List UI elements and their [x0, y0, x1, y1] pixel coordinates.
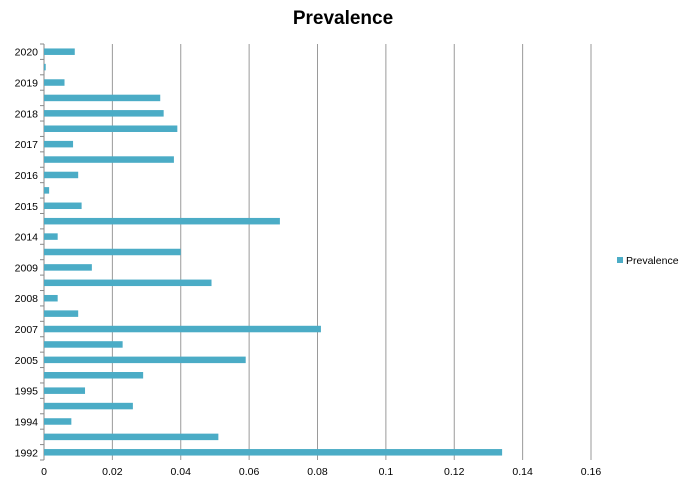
- bar: [44, 171, 79, 179]
- bar: [44, 156, 174, 163]
- y-tick-label: 2019: [15, 78, 39, 90]
- x-tick-label: 0.04: [171, 466, 192, 478]
- y-axis: 1992 1994 1995 2005 2007 2008 2009 2014 2015 2016…: [15, 43, 44, 461]
- bar: [44, 217, 280, 225]
- bar: [44, 310, 79, 317]
- x-tick-label: 0: [41, 466, 47, 478]
- x-tick-label: 0.14: [512, 466, 533, 478]
- bar: [44, 279, 212, 287]
- y-tick-label: 2017: [15, 139, 39, 151]
- bar: [44, 110, 164, 117]
- bar: [44, 63, 46, 71]
- y-tick-label: 2018: [15, 108, 39, 120]
- bar: [44, 418, 72, 425]
- x-axis: 0 0.02 0.04 0.06 0.08 0.1 0.12 0.14 0.16: [41, 466, 601, 478]
- bar: [44, 79, 65, 86]
- y-tick-label: 2005: [15, 355, 39, 367]
- bar: [44, 48, 75, 55]
- bar: [44, 325, 321, 333]
- x-tick-label: 0.1: [379, 466, 394, 478]
- bar: [44, 433, 219, 441]
- bar: [44, 202, 82, 210]
- legend: Prevalence: [617, 255, 679, 267]
- y-tick-label: 1995: [15, 386, 39, 398]
- bar: [44, 387, 86, 394]
- x-tick-label: 0.08: [307, 466, 328, 478]
- y-tick-label: 1992: [15, 447, 39, 459]
- bar: [44, 294, 58, 302]
- y-tick-label: 2016: [15, 170, 39, 182]
- bar: [44, 341, 123, 348]
- bar: [44, 372, 144, 379]
- x-tick-label: 0.12: [444, 466, 465, 478]
- x-tick-label: 0.06: [239, 466, 260, 478]
- bars: [44, 48, 503, 456]
- y-tick-label: 2008: [15, 293, 39, 305]
- bar: [44, 402, 133, 410]
- bar: [44, 140, 74, 148]
- bar: [44, 264, 92, 271]
- bar: [44, 125, 178, 132]
- chart-title: Prevalence: [293, 8, 393, 29]
- y-tick-label: 2015: [15, 201, 39, 213]
- x-tick-label: 0.02: [102, 466, 123, 478]
- y-tick-label: 2007: [15, 324, 39, 336]
- legend-swatch: [617, 257, 623, 263]
- legend-label: Prevalence: [626, 255, 679, 267]
- y-tick-label: 1994: [15, 416, 39, 428]
- x-tick-label: 0.16: [581, 466, 602, 478]
- bar: [44, 233, 58, 240]
- bar: [44, 94, 161, 102]
- bar: [44, 187, 50, 194]
- y-tick-label: 2009: [15, 262, 39, 274]
- y-tick-label: 2020: [15, 47, 39, 59]
- bar: [44, 248, 181, 256]
- bar: [44, 449, 503, 456]
- y-tick-label: 2014: [15, 232, 39, 244]
- bar: [44, 356, 246, 364]
